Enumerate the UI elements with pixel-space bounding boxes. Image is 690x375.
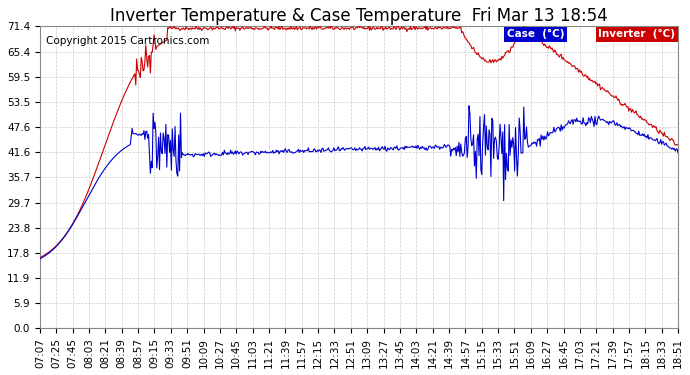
Title: Inverter Temperature & Case Temperature  Fri Mar 13 18:54: Inverter Temperature & Case Temperature … [110, 7, 608, 25]
Text: Inverter  (°C): Inverter (°C) [598, 29, 676, 39]
Text: Case  (°C): Case (°C) [506, 29, 564, 39]
Text: Copyright 2015 Cartronics.com: Copyright 2015 Cartronics.com [46, 36, 210, 45]
